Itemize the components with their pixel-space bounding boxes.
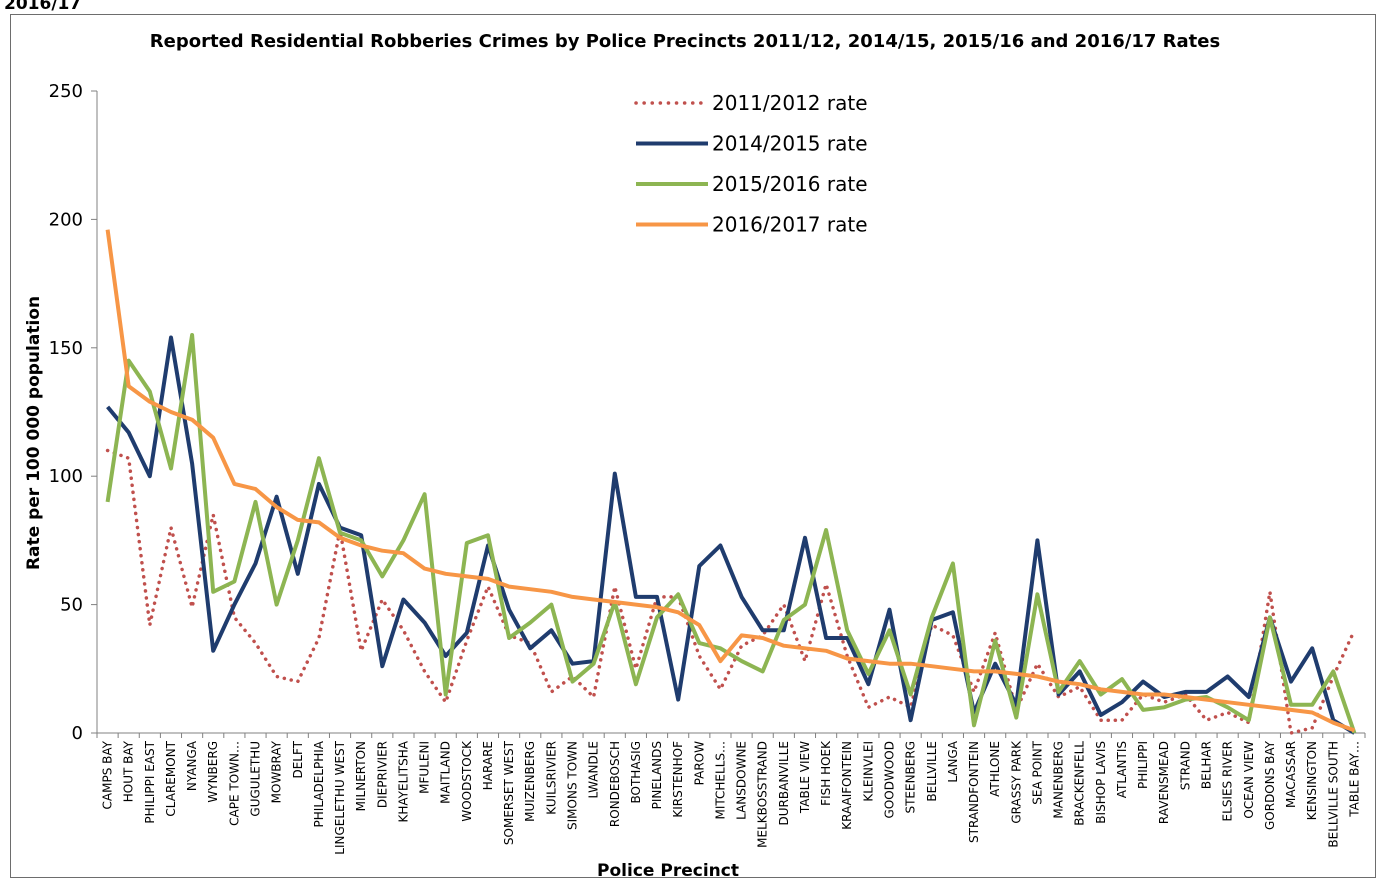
x-tick-label: ELSIES RIVER [1221,741,1235,821]
x-tick-label: RONDEBOSCH [608,741,622,827]
x-tick-labels: CAMPS BAY HOUT BAY PHILIPPI EAST CLAREMONT N… [101,740,1362,855]
x-tick-label: WYNBERG [206,741,220,803]
y-tick-label: 0 [72,723,83,744]
x-tick-label: CAPE TOWN… [227,741,241,826]
x-tick-label: MAITLAND [439,741,453,804]
series-line-2 [105,333,1357,734]
x-tick-label: ATHLONE [988,741,1002,797]
legend-entry-1: 2014/2015 rate [712,132,868,156]
x-tick-label: NYANGA [185,740,199,791]
x-tick-label: MOWBRAY [270,740,284,803]
x-tick-label: CAMPS BAY [101,740,115,809]
x-tick-label: LINGELETHU WEST [333,740,347,854]
series-line-3 [105,229,1356,733]
x-tick-label: MILNERTON [354,741,368,811]
figure-caption: 2016/17 [4,0,82,14]
x-tick-label: LANSDOWNE [735,741,749,820]
series-line-0 [105,448,1357,735]
x-tick-label: MELKBOSSTRAND [756,741,770,848]
series-lines [105,229,1357,735]
chart-title: Reported Residential Robberies Crimes by… [150,31,1220,52]
x-tick-label: ATLANTIS [1115,741,1129,798]
x-tick-label: HOUT BAY [122,740,136,802]
x-tick-label: MUIZENBERG [523,741,537,822]
x-tick-label: KLEINVLEI [861,741,875,802]
x-tick-label: BELHAR [1200,741,1214,789]
series-line-1 [106,335,1356,735]
x-tick-label: KENSINGTON [1305,741,1319,820]
x-tick-label: BOTHASIG [629,741,643,803]
legend: 2011/2012 rate 2014/2015 rate 2015/2016 ra… [634,91,868,237]
x-tick-label: DIEPRIVIER [375,741,389,808]
x-tick-label: HARARE [481,741,495,790]
x-tick-label: WOODSTOCK [460,740,474,822]
x-tick-label: MFULENI [418,741,432,794]
x-tick-label: KHAYELITSHA [396,740,410,822]
legend-entry-2: 2015/2016 rate [712,172,868,196]
x-tick-label: MANENBERG [1052,741,1066,819]
x-tick-label: MACASSAR [1284,741,1298,808]
y-tick-label: 200 [49,209,83,230]
x-tick-label: LWANDLE [587,741,601,799]
x-tick-label: PHILIPPI EAST [143,740,157,823]
y-tick-label: 50 [60,595,83,616]
legend-entry-0: 2011/2012 rate [712,91,868,115]
y-axis-title: Rate per 100 000 population [24,296,44,570]
x-tick-label: KRAAIFONTEIN [840,741,854,830]
x-tick-label: DURBANVILLE [777,741,791,825]
x-tick-label: DELFT [291,740,305,778]
x-tick-label: PAROW [692,741,706,785]
x-tick-label: TABLE VIEW [798,741,812,814]
x-tick-label: BISHOP LAVIS [1094,741,1108,824]
legend-entry-3: 2016/2017 rate [712,213,868,237]
x-axis-title: Police Precinct [597,861,739,880]
x-tick-label: BELLVILLE [925,741,939,802]
x-tick-label: FISH HOEK [819,740,833,806]
axes [91,90,1366,738]
x-tick-label: MITCHELLS… [713,741,727,820]
x-tick-label: SEA POINT [1030,740,1044,804]
x-tick-label: GRASSY PARK [1009,740,1023,824]
x-tick-label: STRANDFONTEIN [967,741,981,843]
x-tick-label: STEENBERG [904,741,918,814]
x-tick-label: PHILADELPHIA [312,740,326,827]
x-tick-label: PHILIPPI [1136,741,1150,789]
x-tick-label: TABLE BAY… [1347,741,1361,818]
y-tick-label: 150 [49,338,83,359]
y-tick-labels: 0 50 100 150 200 250 [49,81,83,744]
x-tick-label: GORDONS BAY [1263,740,1277,830]
x-tick-label: BELLVILLE SOUTH [1326,741,1340,848]
chart-frame [10,14,1376,878]
x-tick-label: LANGA [946,740,960,782]
x-tick-label: BRACKENFELL [1073,741,1087,826]
x-tick-label: OCEAN VIEW [1242,741,1256,819]
y-tick-label: 100 [49,466,83,487]
x-tick-label: PINELANDS [650,741,664,809]
x-tick-label: RAVENSMEAD [1157,741,1171,824]
x-tick-label: GUGULETHU [249,741,263,817]
x-tick-label: STRAND [1178,741,1192,790]
x-tick-label: KIRSTENHOF [671,741,685,818]
x-tick-label: KUILSRIVIER [544,741,558,815]
y-tick-label: 250 [49,81,83,102]
x-tick-label: SOMERSET WEST [502,740,516,845]
x-tick-label: CLAREMONT [164,740,178,816]
x-tick-label: GOODWOOD [883,741,897,818]
x-tick-label: SIMONS TOWN [566,741,580,830]
